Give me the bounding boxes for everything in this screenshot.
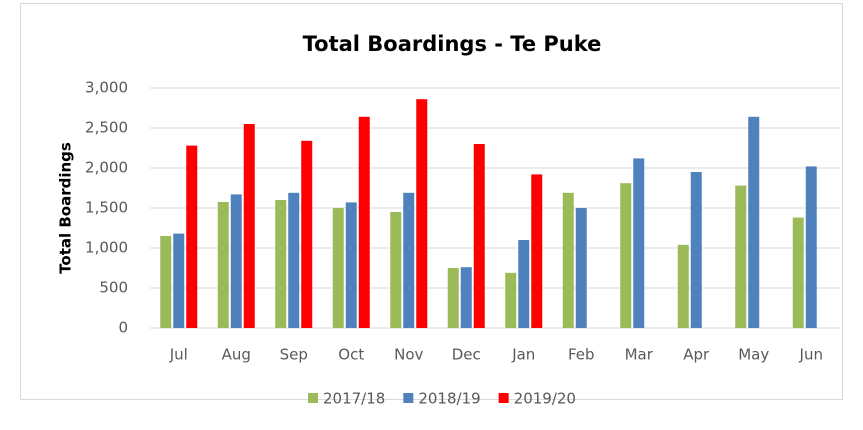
bar — [390, 212, 402, 328]
y-tick-label: 500 — [99, 279, 128, 297]
y-tick-label: 1,500 — [85, 199, 128, 217]
y-tick-label: 1,000 — [85, 239, 128, 257]
bar — [735, 185, 747, 328]
y-axis-label: Total Boardings — [57, 142, 75, 274]
bar — [243, 124, 255, 328]
x-tick-label: Oct — [338, 346, 364, 364]
bar — [792, 217, 804, 328]
bar — [562, 192, 574, 328]
bar — [288, 192, 300, 328]
bar — [403, 192, 415, 328]
x-tick-label: May — [738, 346, 769, 364]
legend-label: 2017/18 — [323, 390, 385, 408]
x-tick-label: Nov — [394, 346, 423, 364]
x-tick-label: Aug — [222, 346, 251, 364]
x-tick-label: Dec — [452, 346, 481, 364]
bar — [345, 202, 357, 328]
bar — [332, 208, 344, 328]
bar — [186, 145, 198, 328]
bar — [805, 166, 817, 328]
chart-frame — [20, 3, 843, 400]
y-tick-label: 0 — [118, 319, 128, 337]
legend-swatch — [308, 393, 318, 403]
y-tick-label: 2,000 — [85, 159, 128, 177]
legend-swatch — [498, 393, 509, 403]
bar — [531, 174, 543, 328]
bar — [633, 158, 645, 328]
legend-swatch — [403, 393, 414, 403]
bar — [301, 140, 313, 328]
bar — [620, 183, 632, 328]
chart-title: Total Boardings - Te Puke — [303, 32, 602, 56]
y-tick-label: 2,500 — [85, 119, 128, 137]
bar — [275, 200, 287, 328]
x-tick-label: Jan — [511, 346, 535, 364]
bar — [217, 202, 229, 328]
x-tick-label: Feb — [568, 346, 595, 364]
bar — [748, 116, 760, 328]
bar — [173, 233, 185, 328]
legend-label: 2018/19 — [418, 390, 480, 408]
bar — [677, 244, 689, 328]
bar — [160, 236, 172, 328]
bar — [230, 194, 242, 328]
x-tick-label: Sep — [280, 346, 308, 364]
bar — [690, 172, 702, 328]
x-tick-label: Jun — [799, 346, 823, 364]
bar — [505, 272, 517, 328]
x-tick-label: Mar — [625, 346, 654, 364]
bar — [447, 268, 459, 328]
bar — [575, 208, 587, 328]
x-tick-label: Apr — [683, 346, 710, 364]
bar — [358, 116, 370, 328]
bar — [416, 99, 428, 328]
x-tick-label: Jul — [169, 346, 188, 364]
bar — [473, 144, 485, 328]
bar — [460, 267, 472, 328]
y-tick-label: 3,000 — [85, 79, 128, 97]
bar — [518, 240, 530, 328]
legend-label: 2019/20 — [514, 390, 576, 408]
